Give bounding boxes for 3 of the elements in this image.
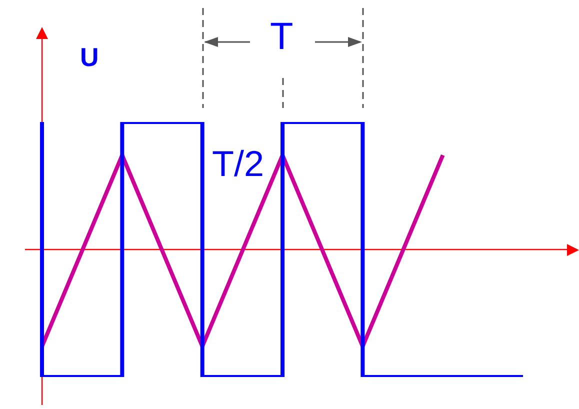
y-axis-title: U <box>80 42 99 72</box>
text: T <box>270 16 294 58</box>
annotation: T/2 <box>212 143 264 184</box>
